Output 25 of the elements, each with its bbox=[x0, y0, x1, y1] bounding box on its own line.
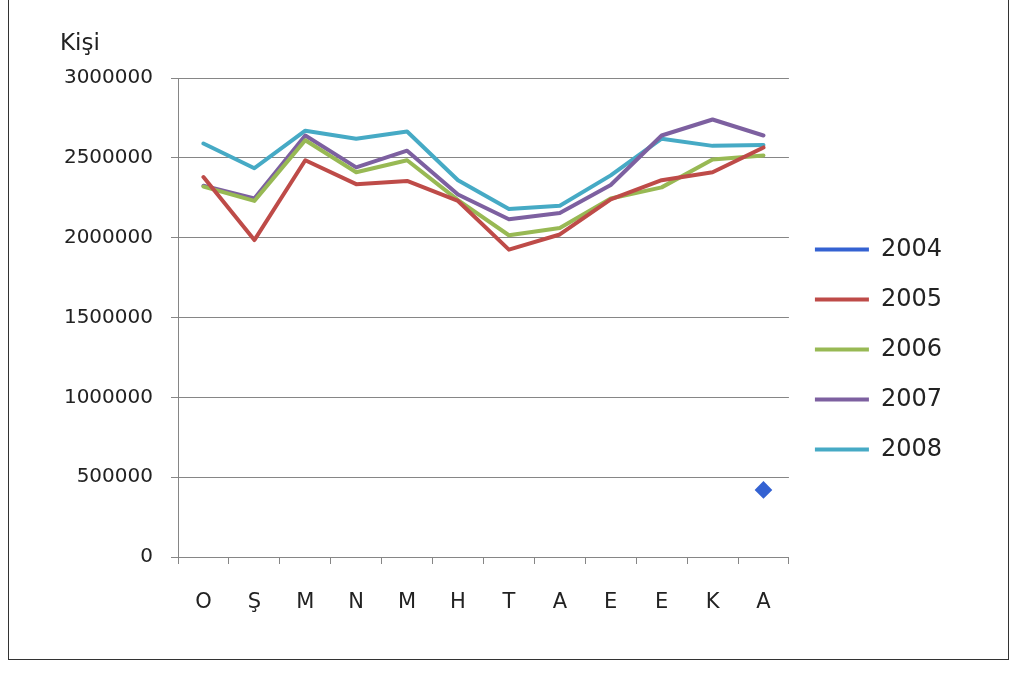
x-tick-label: H bbox=[450, 589, 466, 614]
y-tick-label: 0 bbox=[140, 543, 153, 568]
y-tick-label: 3000000 bbox=[63, 64, 153, 89]
x-tick-label: E bbox=[604, 589, 618, 614]
legend-label: 2005 bbox=[880, 283, 942, 312]
y-tick-label: 2000000 bbox=[63, 223, 153, 248]
x-tick-label: O bbox=[195, 589, 212, 614]
x-tick-label: Ş bbox=[247, 589, 262, 614]
x-tick-label: T bbox=[501, 589, 516, 614]
y-tick-label: 500000 bbox=[76, 463, 153, 488]
x-tick-label: N bbox=[348, 589, 365, 614]
y-tick-label: 1000000 bbox=[63, 383, 153, 408]
x-tick-label: K bbox=[705, 589, 721, 614]
x-tick-label: A bbox=[552, 589, 568, 614]
legend-label: 2008 bbox=[880, 433, 942, 462]
y-tick-label: 2500000 bbox=[63, 144, 153, 169]
x-tick-label: M bbox=[398, 589, 417, 614]
legend-label: 2004 bbox=[880, 233, 942, 262]
legend-label: 2006 bbox=[880, 333, 942, 362]
y-axis-title: Kişi bbox=[60, 29, 100, 55]
x-tick-label: M bbox=[296, 589, 315, 614]
legend-label: 2007 bbox=[880, 383, 942, 412]
x-tick-label: A bbox=[756, 589, 772, 614]
y-tick-label: 1500000 bbox=[63, 303, 153, 328]
x-tick-label: E bbox=[655, 589, 669, 614]
